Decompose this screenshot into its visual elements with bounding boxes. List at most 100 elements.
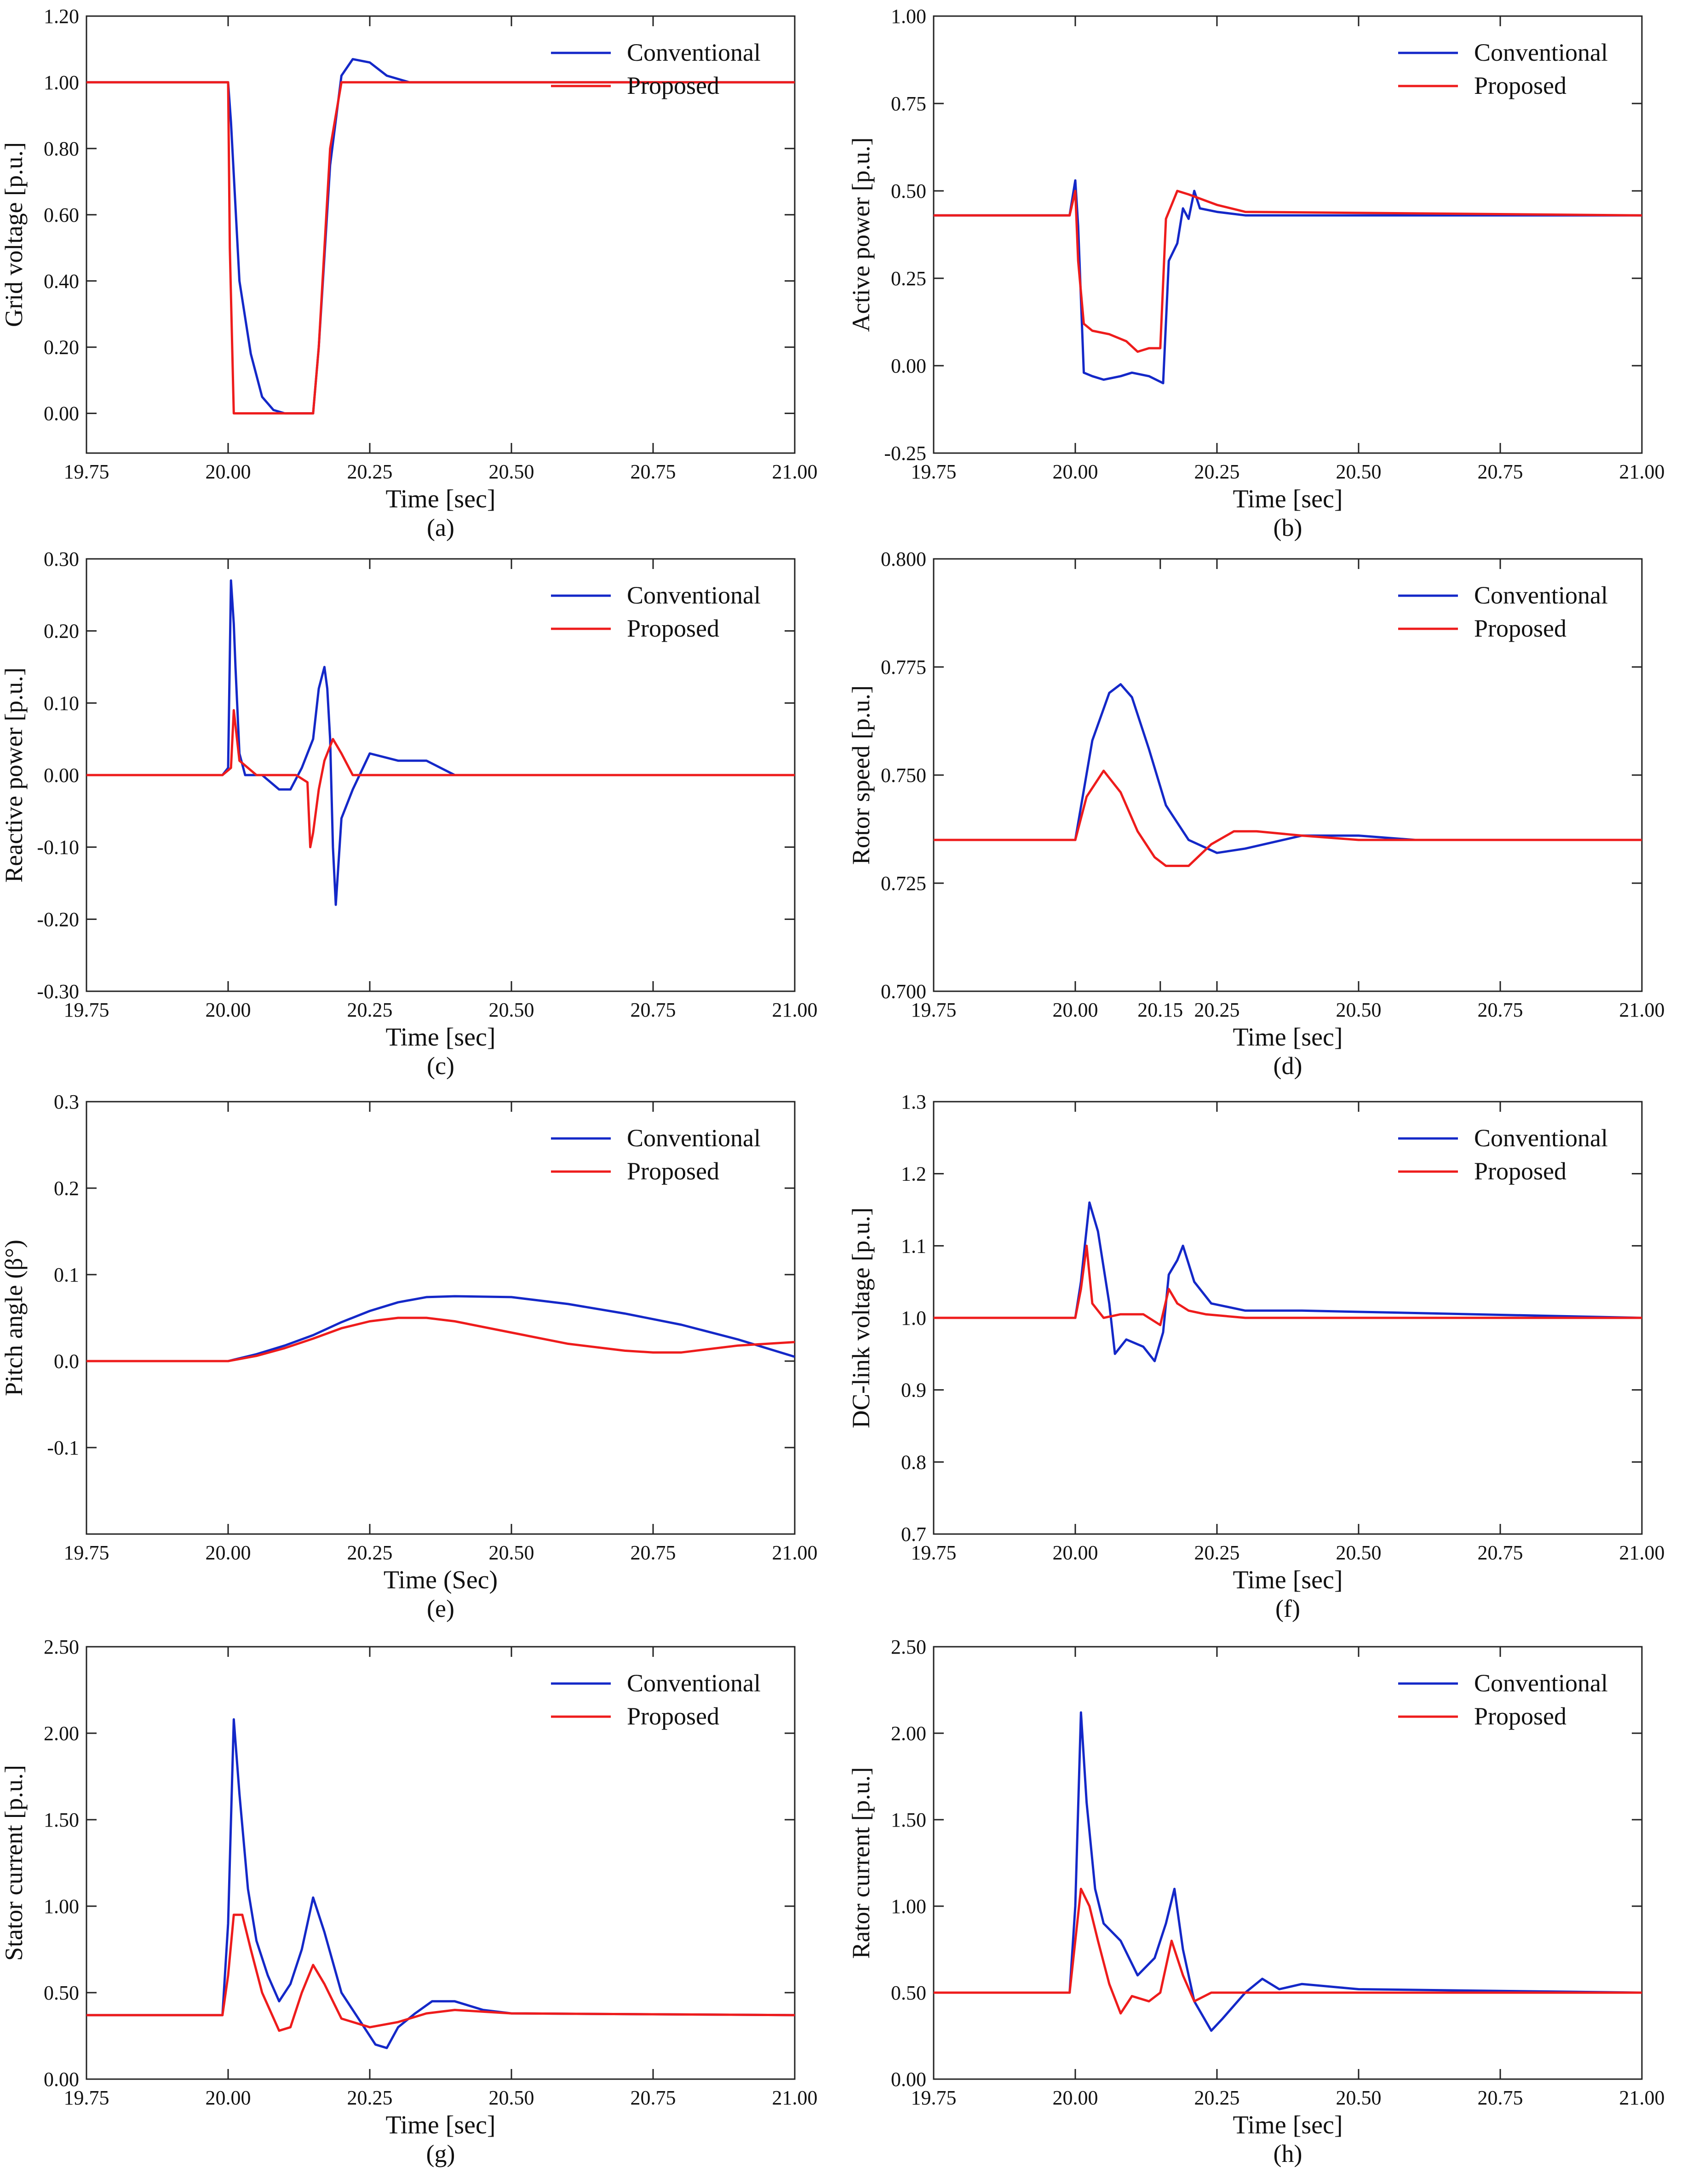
x-tick-label: 20.75 bbox=[1478, 2086, 1523, 2109]
x-axis-label: Time [sec] bbox=[385, 1023, 495, 1052]
x-tick-label: 20.00 bbox=[1053, 460, 1098, 483]
panel-caption: (f) bbox=[1275, 1595, 1300, 1622]
y-tick-label: 0.700 bbox=[881, 980, 926, 1003]
x-axis-label: Time [sec] bbox=[1233, 1566, 1343, 1594]
x-tick-label: 20.00 bbox=[1053, 1541, 1098, 1564]
series-line-conventional bbox=[934, 179, 1642, 385]
chart-panel-h: 19.75 20.00 20.25 20.50 20.75 21.00 2.50 2.00 1.… bbox=[847, 1636, 1665, 2167]
x-tick-label: 21.00 bbox=[772, 999, 818, 1021]
y-tick-label: 0.20 bbox=[44, 336, 79, 359]
legend-label-conventional: Conventional bbox=[627, 1124, 761, 1152]
y-tick-label: 1.00 bbox=[891, 1895, 926, 1918]
x-tick-label: 21.00 bbox=[772, 1541, 818, 1564]
y-tick-label: -0.1 bbox=[47, 1437, 79, 1459]
x-tick-label: 21.00 bbox=[1619, 2086, 1665, 2109]
x-tick-label: 20.25 bbox=[347, 999, 393, 1021]
legend-label-conventional: Conventional bbox=[1474, 1124, 1608, 1152]
y-tick-label: 0.00 bbox=[44, 402, 79, 425]
y-tick-label: 0.75 bbox=[891, 92, 926, 115]
x-tick-label: 21.00 bbox=[772, 460, 818, 483]
legend-label-proposed: Proposed bbox=[1474, 1702, 1566, 1730]
chart-panel-b: 19.75 20.00 20.25 20.50 20.75 21.00 1.00 0.75 0.… bbox=[847, 5, 1665, 541]
plot-frame bbox=[933, 1646, 1643, 2080]
y-tick-label: 1.00 bbox=[891, 5, 926, 28]
series-line-proposed bbox=[86, 81, 795, 415]
x-tick-label: 20.50 bbox=[489, 999, 534, 1021]
series-line-conventional bbox=[934, 1711, 1642, 2032]
panel-caption: (d) bbox=[1274, 1052, 1302, 1080]
x-tick-label: 20.75 bbox=[631, 1541, 676, 1564]
x-tick-label: 19.75 bbox=[911, 460, 957, 483]
y-axis-label: Grid voltage [p.u.] bbox=[0, 142, 28, 327]
x-axis-label: Time [sec] bbox=[1233, 485, 1343, 513]
series-line-conventional bbox=[86, 58, 795, 415]
series-line-conventional bbox=[934, 683, 1642, 854]
y-tick-label: -0.20 bbox=[37, 908, 79, 931]
plot-frame bbox=[86, 1101, 796, 1535]
x-tick-label: 20.50 bbox=[489, 460, 534, 483]
y-tick-label: 1.00 bbox=[44, 1895, 79, 1918]
legend-label-proposed: Proposed bbox=[1474, 72, 1566, 99]
x-tick-label: 21.00 bbox=[1619, 999, 1665, 1021]
x-tick-label: 20.50 bbox=[1336, 460, 1382, 483]
y-tick-label: 0.00 bbox=[44, 764, 79, 787]
x-axis-label: Time [sec] bbox=[1233, 1023, 1343, 1052]
panel-caption: (e) bbox=[427, 1595, 454, 1622]
x-tick-label: 21.00 bbox=[772, 2086, 818, 2109]
y-tick-label: 0.20 bbox=[44, 620, 79, 643]
x-tick-label: 19.75 bbox=[911, 2086, 957, 2109]
chart-panel-d: 19.75 20.00 20.15 20.25 20.50 20.75 21.00 0.800… bbox=[847, 548, 1665, 1080]
x-tick-label: 20.25 bbox=[1194, 1541, 1240, 1564]
x-tick-label: 21.00 bbox=[1619, 460, 1665, 483]
y-tick-label: 0.50 bbox=[891, 180, 926, 202]
x-axis-label: Time [sec] bbox=[385, 2111, 495, 2139]
y-tick-label: 0.750 bbox=[881, 764, 926, 787]
y-tick-label: 1.50 bbox=[44, 1809, 79, 1831]
x-tick-label: 20.75 bbox=[1478, 460, 1523, 483]
legend-label-proposed: Proposed bbox=[1474, 615, 1566, 642]
y-tick-label: 0.25 bbox=[891, 267, 926, 290]
y-axis-label: Rotor speed [p.u.] bbox=[847, 685, 875, 865]
y-tick-label: 0.10 bbox=[44, 692, 79, 714]
legend-label-conventional: Conventional bbox=[627, 1669, 761, 1697]
y-tick-label: 0.800 bbox=[881, 548, 926, 570]
chart-panel-g: 19.75 20.00 20.25 20.50 20.75 21.00 2.50 2.00 1.… bbox=[0, 1636, 818, 2167]
x-axis-label: Time [sec] bbox=[1233, 2111, 1343, 2139]
plot-frame bbox=[933, 15, 1643, 454]
plot-frame bbox=[86, 15, 796, 454]
x-tick-label: 20.00 bbox=[206, 1541, 251, 1564]
y-tick-label: 1.1 bbox=[901, 1235, 926, 1257]
y-tick-label: 1.0 bbox=[901, 1307, 926, 1329]
panel-caption: (c) bbox=[427, 1052, 454, 1080]
x-axis-label: Time (Sec) bbox=[384, 1566, 498, 1594]
legend-label-proposed: Proposed bbox=[627, 1157, 719, 1185]
x-tick-label: 19.75 bbox=[64, 999, 109, 1021]
x-axis-label: Time [sec] bbox=[385, 485, 495, 513]
x-tick-label: 20.00 bbox=[206, 2086, 251, 2109]
y-tick-label: 1.2 bbox=[901, 1163, 926, 1185]
y-tick-label: -0.25 bbox=[884, 442, 926, 465]
y-tick-label: 0.50 bbox=[891, 1982, 926, 2004]
series-line-proposed bbox=[934, 1244, 1642, 1327]
panel-caption: (a) bbox=[427, 514, 454, 541]
series-line-proposed bbox=[86, 1914, 795, 2032]
chart-panel-a: 19.75 20.00 20.25 20.50 20.75 21.00 1.20 1.00 0.… bbox=[0, 5, 818, 541]
y-tick-label: 0.2 bbox=[54, 1177, 79, 1200]
series-line-proposed bbox=[934, 1887, 1642, 2015]
panel-caption: (g) bbox=[426, 2140, 455, 2167]
legend-label-proposed: Proposed bbox=[627, 615, 719, 642]
y-tick-label: -0.10 bbox=[37, 836, 79, 859]
y-tick-label: 0.1 bbox=[54, 1264, 79, 1286]
legend-label-proposed: Proposed bbox=[1474, 1157, 1566, 1185]
x-tick-label: 20.75 bbox=[631, 999, 676, 1021]
y-axis-label: Stator current [p.u.] bbox=[0, 1765, 28, 1961]
x-tick-label: 20.00 bbox=[206, 460, 251, 483]
plot-frame bbox=[86, 1646, 796, 2080]
x-tick-label: 20.50 bbox=[489, 1541, 534, 1564]
y-tick-label: 0.00 bbox=[891, 2068, 926, 2091]
y-tick-label: 0.00 bbox=[891, 355, 926, 377]
y-tick-label: 0.725 bbox=[881, 872, 926, 895]
y-tick-label: 0.9 bbox=[901, 1379, 926, 1402]
y-tick-label: 0.60 bbox=[44, 204, 79, 226]
